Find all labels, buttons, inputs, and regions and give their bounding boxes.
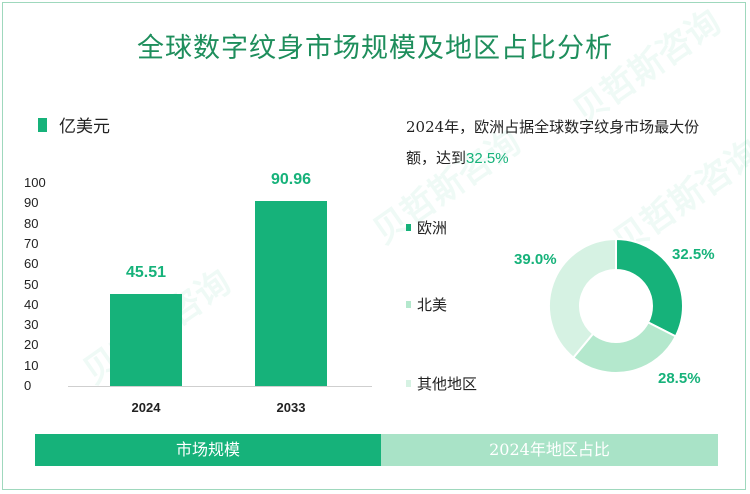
- y-tick-label: 40: [24, 296, 39, 312]
- description: 2024年，欧洲占据全球数字纹身市场最大份额，达到32.5%: [406, 112, 726, 174]
- donut-label-other: 39.0%: [514, 251, 557, 268]
- bar-value-label: 45.51: [125, 263, 167, 281]
- y-tick-label: 100: [24, 175, 46, 190]
- x-axis-line: [68, 386, 372, 387]
- y-tick-label: 20: [24, 337, 39, 353]
- bar-2033: [255, 201, 327, 386]
- x-tick-label: 2024: [131, 400, 161, 415]
- y-tick-label: 90: [24, 195, 39, 211]
- y-tick-label: 70: [24, 235, 39, 251]
- legend-label-other: 其他地区: [417, 375, 478, 393]
- chart-frame: [2, 2, 746, 490]
- unit-legend: 亿美元: [38, 112, 110, 137]
- legend-label-europe: 欧洲: [417, 219, 448, 237]
- unit-swatch: [38, 117, 47, 132]
- legend-swatch-other: [406, 380, 411, 387]
- y-tick-label: 80: [24, 215, 39, 231]
- y-tick-label: 60: [24, 256, 39, 272]
- donut-label-europe: 32.5%: [672, 246, 715, 263]
- bar-2024: [110, 293, 182, 386]
- y-tick-label: 30: [24, 317, 39, 333]
- legend-europe: 欧洲: [406, 217, 447, 238]
- footer-region-share: 2024年地区占比: [381, 434, 718, 466]
- y-tick-label: 0: [24, 378, 32, 393]
- y-tick-label: 50: [24, 276, 39, 292]
- description-highlight: 32.5%: [466, 150, 509, 167]
- chart-title: 全球数字纹身市场规模及地区占比分析: [137, 33, 613, 64]
- donut-label-north-america: 28.5%: [658, 370, 701, 387]
- legend-north-america: 北美: [406, 294, 447, 315]
- bar-value-label: 90.96: [270, 171, 312, 189]
- description-text: 2024年，欧洲占据全球数字纹身市场最大份额，达到: [406, 118, 700, 167]
- unit-label: 亿美元: [59, 117, 110, 137]
- legend-label-north-america: 北美: [417, 296, 448, 314]
- legend-swatch-europe: [406, 224, 411, 231]
- legend-other: 其他地区: [406, 373, 477, 394]
- footer-market-size: 市场规模: [35, 434, 381, 466]
- x-tick-label: 2033: [276, 400, 306, 415]
- legend-swatch-north-america: [406, 301, 411, 308]
- y-tick-label: 10: [24, 357, 39, 373]
